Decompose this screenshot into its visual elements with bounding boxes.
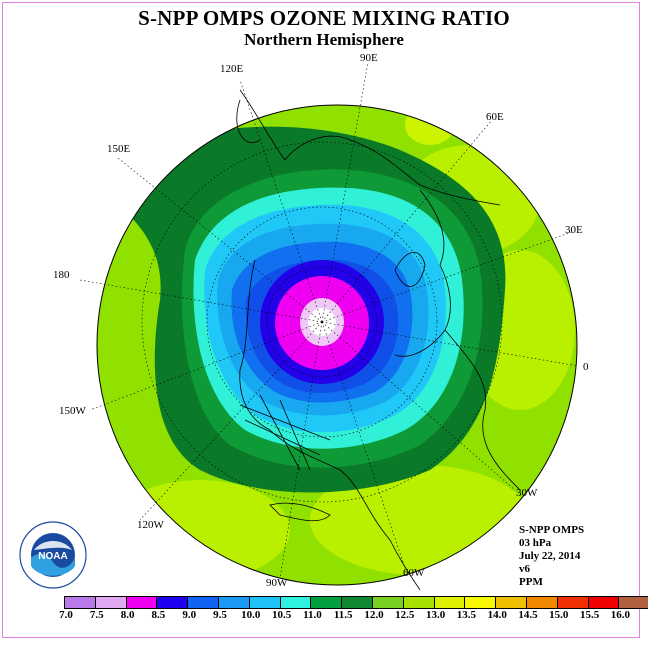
lon-label-60w: 60W (403, 567, 425, 579)
lon-label-150e: 150E (107, 143, 131, 155)
colorbar-swatch (588, 597, 620, 608)
meridian (321, 231, 573, 323)
us-state-lines (239, 394, 331, 471)
colorbar-swatch (65, 597, 96, 608)
colorbar-tick-label: 10.0 (241, 609, 261, 621)
meridian (79, 279, 323, 323)
lon-label-30e: 30E (565, 224, 583, 236)
latitude-circle (141, 141, 503, 503)
colorbar-swatch (434, 597, 466, 608)
lon-label-0: 0 (583, 361, 589, 373)
meridian (321, 321, 406, 569)
colorbar-swatch (465, 597, 497, 608)
info-date: July 22, 2014 (519, 550, 581, 562)
colorbar-swatch (280, 597, 312, 608)
colorbar-swatch (95, 597, 127, 608)
info-units: PPM (519, 576, 543, 588)
field-patch-13-5 (405, 105, 455, 145)
colorbar-tick-label: 8.0 (120, 609, 135, 621)
colorbar-swatch (496, 597, 527, 608)
ozone-field (97, 105, 577, 585)
meridian (321, 119, 493, 323)
colorbar-tick-label: 7.5 (89, 609, 104, 621)
graticule (79, 61, 579, 579)
colorbar-tick-label: 12.0 (364, 609, 384, 621)
coastlines (236, 89, 521, 591)
colorbar-swatch (557, 597, 589, 608)
colorbar-tick-label: 15.0 (549, 609, 569, 621)
colorbar-tick-label: 11.0 (303, 609, 322, 621)
meridian (321, 321, 579, 367)
lon-label-120w: 120W (137, 519, 164, 531)
noaa-logo-icon: NOAA (19, 521, 87, 589)
coastline-africa (444, 329, 521, 491)
coastline-americas (239, 259, 421, 591)
info-level: 03 hPa (519, 537, 552, 549)
colorbar-tick-label: 14.0 (487, 609, 507, 621)
colorbar-swatch (372, 597, 404, 608)
colorbar-swatch (403, 597, 435, 608)
colorbar-tick-label: 13.0 (425, 609, 446, 621)
lon-label-90e: 90E (360, 52, 378, 64)
coastline-kamchatka (236, 99, 261, 143)
colorbar-swatch (249, 597, 281, 608)
coastline-europe (394, 189, 451, 357)
colorbar (64, 596, 648, 609)
figure-frame (2, 2, 640, 638)
colorbar-swatch (188, 597, 219, 608)
colorbar-tick-label: 8.5 (151, 609, 166, 621)
meridian (321, 61, 369, 323)
lon-label-120e: 120E (220, 63, 244, 75)
colorbar-tick-label: 9.5 (213, 609, 227, 621)
lon-label-30w: 30W (516, 487, 538, 499)
colorbar-tick-label: 14.5 (518, 609, 538, 621)
map-title: S-NPP OMPS OZONE MIXING RATIO (138, 6, 510, 30)
lon-label-180: 180 (53, 269, 70, 281)
lon-label-90w: 90W (266, 577, 288, 589)
colorbar-tick-label: 10.5 (271, 609, 292, 621)
colorbar-swatch (619, 597, 648, 608)
colorbar-tick-label: 7.0 (59, 609, 73, 621)
meridian (321, 321, 516, 491)
info-block: S-NPP OMPS 03 hPa July 22, 2014 v6 PPM (519, 524, 584, 589)
coastline-eurasia (239, 89, 501, 206)
colorbar-swatch (526, 597, 558, 608)
coastline-greenland (394, 252, 426, 287)
colorbar-tick-label: 11.5 (333, 609, 353, 621)
coastline-caribbean (269, 502, 331, 522)
colorbar-tick-label: 15.5 (579, 609, 600, 621)
noaa-logo-text: NOAA (38, 551, 67, 562)
colorbar-tick-label: 13.5 (456, 609, 477, 621)
colorbar-swatch (218, 597, 250, 608)
map-boundary (96, 104, 578, 586)
map-subtitle: Northern Hemisphere (244, 30, 404, 49)
colorbar-tick-label: 12.5 (395, 609, 415, 621)
colorbar-swatch (311, 597, 343, 608)
meridian (279, 321, 323, 579)
colorbar-tick-label: 9.0 (182, 609, 197, 621)
info-version: v6 (519, 563, 530, 575)
latitude-circle (266, 266, 378, 378)
lon-label-150w: 150W (59, 405, 86, 417)
meridian (89, 321, 323, 411)
info-instrument: S-NPP OMPS (519, 524, 585, 536)
colorbar-tick-label: 16.0 (610, 609, 631, 621)
meridian (139, 321, 323, 521)
lon-label-60e: 60E (486, 111, 504, 123)
colorbar-swatch (157, 597, 189, 608)
colorbar-swatch (342, 597, 373, 608)
colorbar-swatch (126, 597, 158, 608)
